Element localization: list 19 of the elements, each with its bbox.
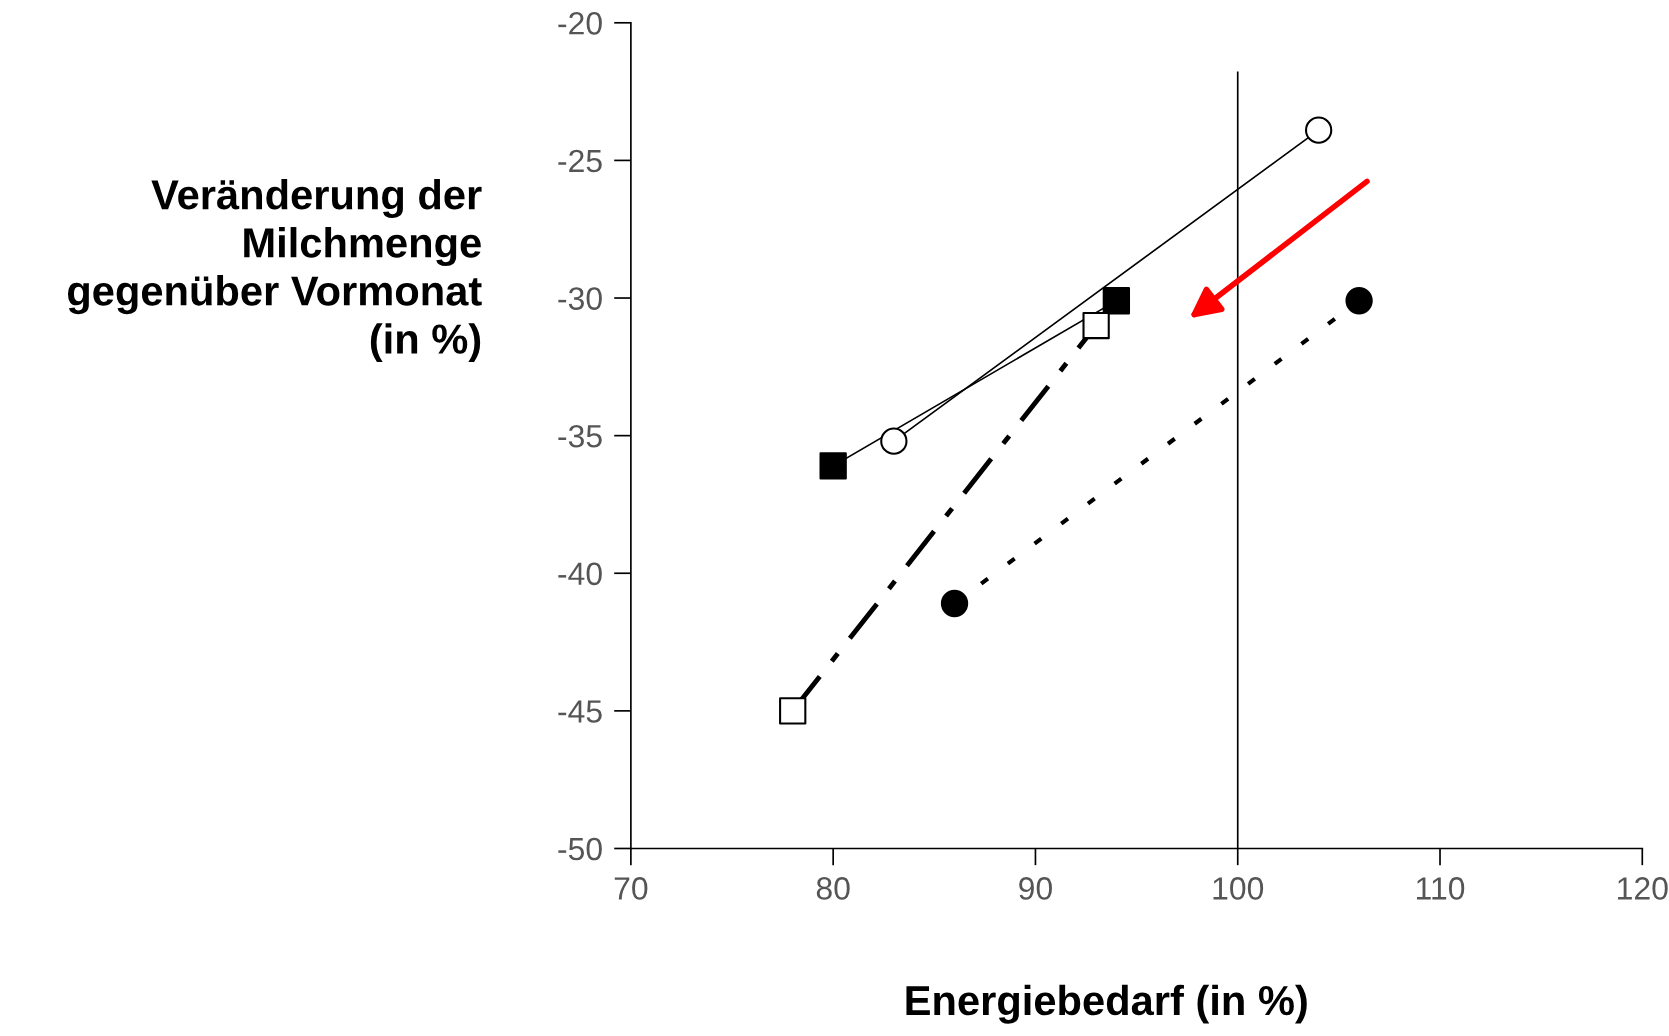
x-axis-title: Energiebedarf (in %) bbox=[906, 984, 1307, 1024]
x-tick-label: 70 bbox=[614, 877, 648, 900]
point bbox=[779, 697, 807, 725]
x-tick-label: 100 bbox=[1213, 877, 1264, 900]
y-tick-label: -20 bbox=[558, 12, 602, 35]
y-axis-title: Veränderung der Milchmenge gegenüber Vormonat (in %) bbox=[67, 178, 482, 363]
x-tick-label: 80 bbox=[816, 877, 850, 900]
x-tick-label: 110 bbox=[1416, 877, 1465, 900]
y-tick-label: -40 bbox=[558, 562, 602, 586]
point bbox=[1082, 311, 1110, 340]
point bbox=[819, 452, 847, 480]
x-tick-label: 90 bbox=[1019, 877, 1052, 900]
y-tick-label: -35 bbox=[558, 424, 602, 448]
y-tick-label: -50 bbox=[558, 837, 602, 861]
x-tick-label: 120 bbox=[1618, 877, 1668, 900]
y-tick-label: -45 bbox=[558, 700, 602, 723]
y-tick-label: -25 bbox=[558, 149, 602, 173]
y-tick-label: -30 bbox=[558, 287, 602, 310]
point bbox=[1102, 287, 1131, 315]
